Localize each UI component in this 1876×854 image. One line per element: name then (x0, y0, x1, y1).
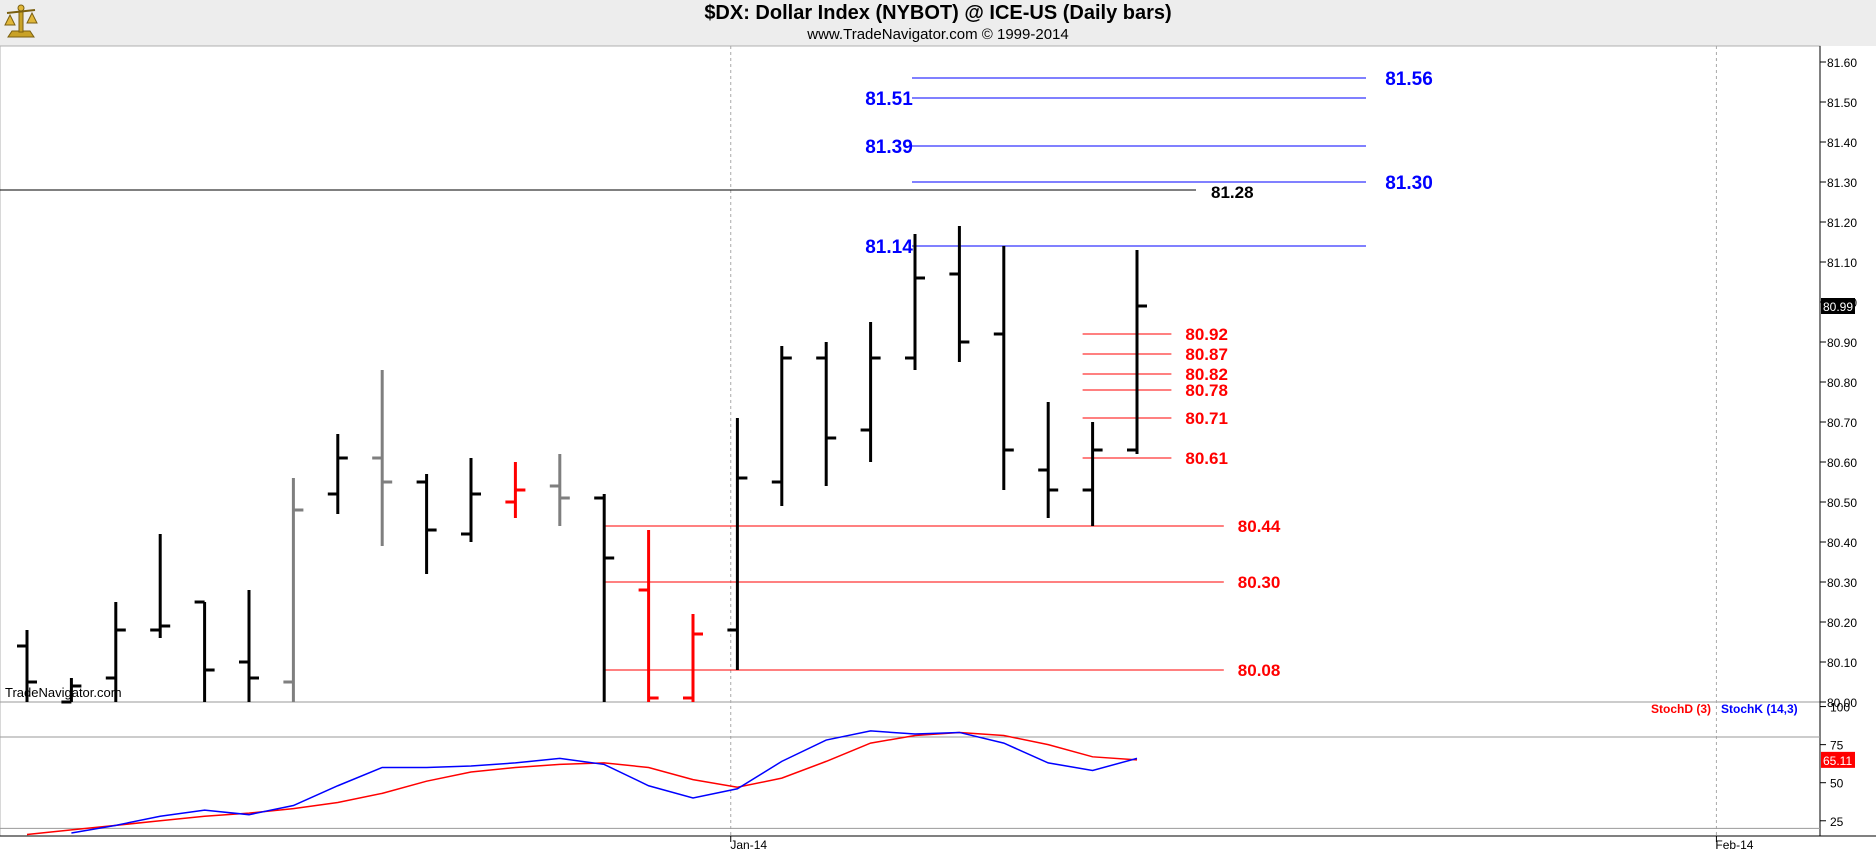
stoch-axis-tick-label: 25 (1830, 815, 1844, 829)
price-axis-tick-label: 80.00 (1827, 696, 1857, 710)
price-axis-tick-label: 81.20 (1827, 216, 1857, 230)
price-axis-tick-label: 81.40 (1827, 136, 1857, 150)
stoch-axis-tick-label: 75 (1830, 739, 1844, 753)
support-level-label: 80.78 (1185, 381, 1228, 400)
stoch-last-value-tag (1821, 751, 1855, 768)
plot-frame (0, 45, 1821, 837)
x-axis-tick-label: Jan-14 (730, 838, 767, 852)
last-price-label: 80.99 (1823, 300, 1853, 314)
support-level-label: 80.71 (1185, 409, 1228, 428)
support-level-label: 80.82 (1185, 365, 1228, 384)
stoch-last-value-label: 65.11 (1823, 754, 1852, 768)
price-axis-tick-label: 81.30 (1827, 176, 1857, 190)
resistance-level-label: 81.39 (865, 137, 913, 158)
price-axis-tick-label: 81.10 (1827, 256, 1857, 270)
chart-header: $DX: Dollar Index (NYBOT) @ ICE-US (Dail… (0, 0, 1876, 46)
stoch-k-legend: StochK (14,3) (1721, 702, 1798, 716)
price-axis-tick-label: 80.50 (1827, 496, 1857, 510)
watermark-text: TradeNavigator.com (5, 685, 122, 700)
resistance-level-label: 81.14 (865, 237, 913, 258)
stoch-d-line (26, 731, 1138, 836)
price-axis-tick-label: 80.40 (1827, 536, 1857, 550)
price-axis-tick-label: 80.80 (1827, 376, 1857, 390)
support-level-label: 80.30 (1238, 573, 1281, 592)
stoch-axis-tick-label: 100 (1830, 701, 1850, 715)
stoch-axis-tick-label: 50 (1830, 777, 1844, 791)
stoch-k-line (71, 730, 1138, 834)
price-axis-tick-label: 81.50 (1827, 96, 1857, 110)
price-axis-tick-label: 80.20 (1827, 616, 1857, 630)
price-axis-tick-label: 80.60 (1827, 456, 1857, 470)
x-axis-tick-label: Feb-14 (1715, 838, 1753, 852)
support-level-label: 80.08 (1238, 661, 1281, 680)
last-price-tag (1821, 298, 1855, 314)
resistance-level-label: 81.56 (1385, 69, 1433, 90)
chart-title: $DX: Dollar Index (NYBOT) @ ICE-US (Dail… (704, 2, 1172, 24)
resistance-level-label: 81.51 (865, 89, 913, 110)
chart-subtitle: www.TradeNavigator.com © 1999-2014 (807, 26, 1069, 43)
support-level-label: 80.61 (1185, 449, 1228, 468)
price-axis-tick-label: 80.10 (1827, 656, 1857, 670)
resistance-level-label: 81.30 (1385, 173, 1433, 194)
price-axis-tick-label: 81.60 (1827, 56, 1857, 70)
support-level-label: 80.92 (1185, 325, 1228, 344)
support-level-label: 80.87 (1185, 345, 1228, 364)
stoch-d-legend: StochD (3) (1651, 702, 1711, 716)
support-level-label: 80.44 (1238, 517, 1281, 536)
reference-level-label: 81.28 (1211, 183, 1254, 202)
gold-scales-icon (4, 4, 38, 38)
price-axis-tick-label: 80.30 (1827, 576, 1857, 590)
price-axis-tick-label: 80.70 (1827, 416, 1857, 430)
price-axis-tick-label: 80.90 (1827, 336, 1857, 350)
